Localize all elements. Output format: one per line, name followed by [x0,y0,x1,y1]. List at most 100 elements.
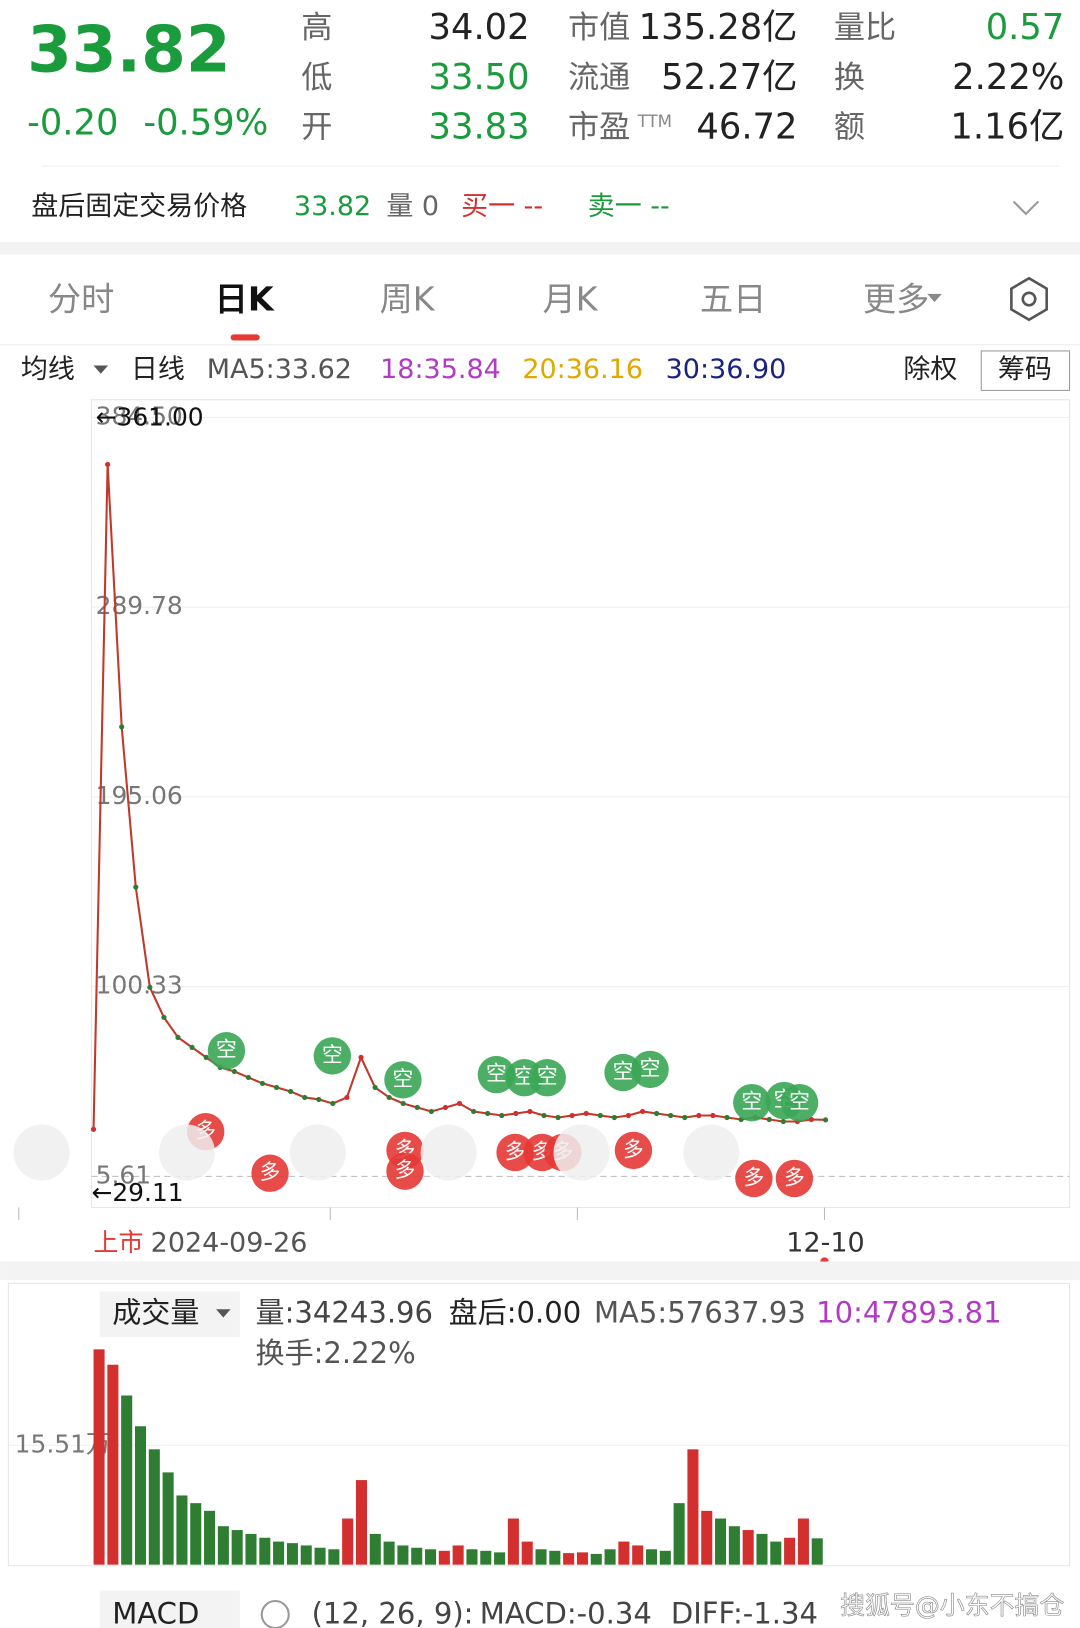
volume-ma5: MA5:57637.93 [594,1295,806,1329]
price-point [822,1117,829,1123]
price-point [302,1094,308,1101]
volume-bar [162,1472,174,1565]
signal-badge [477,1055,516,1094]
volume-bar [355,1480,368,1565]
volume-bar [411,1547,423,1565]
price-point [386,1094,392,1101]
nav-button[interactable] [158,1124,216,1181]
nav-button[interactable] [420,1124,477,1181]
signal-label: 多 [260,1160,281,1184]
tab[interactable]: 月K [543,280,599,319]
x-label: 12-10 [786,1227,864,1258]
volume-menu[interactable]: 成交量 [112,1295,199,1329]
nav-button[interactable] [13,1124,70,1181]
volume-bar [563,1553,575,1565]
tab[interactable]: 分时 [48,280,114,319]
volume-bar [217,1526,229,1565]
stat-value: 33.50 [429,57,530,98]
after-hours-buy: 买一 -- [461,191,543,222]
after-hours-label: 盘后固定交易价格 [31,191,247,222]
macd-menu[interactable]: MACD [112,1597,199,1628]
signal-badge [207,1032,246,1070]
after-hours-price: 33.82 [294,191,371,222]
price-point [414,1104,420,1111]
price-point [682,1114,688,1121]
signal-badge [528,1059,566,1097]
volume-bar [645,1549,658,1565]
separator [0,241,1080,255]
adjust[interactable]: 除权 [903,354,957,385]
price-point [372,1084,378,1091]
volume-bar [452,1545,464,1565]
stat-label: 市值 [568,10,630,46]
separator [0,1261,1080,1281]
y-tick-label: 5.61 [96,1160,151,1189]
price-point [147,984,153,990]
price-point [175,1034,181,1040]
signal-label: 多 [623,1137,644,1161]
tab[interactable]: 周K [380,280,436,319]
volume-bar [397,1545,409,1565]
nav-button[interactable] [289,1124,346,1181]
stat-value: 135.28亿 [639,7,798,48]
x-label: 2024-09-26 [151,1227,308,1258]
after-hours-sell: 卖一 -- [588,191,670,222]
volume-bar [770,1541,782,1565]
tab[interactable]: 五日 [700,280,766,319]
volume-bar [715,1518,727,1565]
ma5: MA5:33.62 [207,354,352,385]
volume-bar [590,1553,602,1565]
signal-label: 空 [216,1038,237,1062]
price-point [513,1110,519,1117]
volume-bar [190,1503,202,1565]
ma-menu[interactable]: 均线 [21,354,75,385]
signal-label: 多 [743,1165,764,1189]
tab[interactable]: 更多 [863,280,929,319]
volume-bar [659,1550,671,1565]
price-point [569,1112,575,1119]
volume-bar [286,1543,298,1565]
volume-bar [134,1426,147,1565]
stat-label: 开 [301,110,332,146]
volume-bar [784,1537,796,1565]
signal-label: 空 [640,1056,661,1080]
signal-badge [775,1159,814,1198]
signal-label: 多 [395,1158,416,1182]
after-hours-volume: 量 0 [386,191,439,222]
help-icon[interactable] [260,1599,290,1628]
price-point [189,1044,195,1050]
stat-value: 2.22% [952,57,1064,98]
volume-bar [494,1552,506,1565]
expand-icon[interactable] [1012,200,1040,216]
settings-icon[interactable] [1010,276,1048,322]
change-pct: -0.59% [143,103,268,144]
volume-bar [687,1449,699,1565]
dropdown-arrow [216,1309,231,1318]
dropdown-arrow [927,293,942,303]
ma18: 18:35.84 [380,354,501,385]
tab[interactable]: 日K [215,280,275,319]
chips-button[interactable] [980,350,1071,391]
nav-button[interactable] [553,1124,610,1181]
ma30: 30:36.90 [666,354,787,385]
watermark: 搜狐号@小东不搞仓 [840,1591,1064,1620]
ttm-label: TTM [637,112,672,131]
price-point [273,1084,280,1091]
stat-value: 46.72 [696,107,797,148]
volume-bar [300,1545,312,1565]
signal-badge [313,1037,352,1075]
diff-value: DIFF:-1.34 [671,1597,818,1628]
nav-button[interactable] [683,1124,740,1181]
price-point [316,1096,322,1103]
stat-label: 高 [301,10,332,46]
signal-label: 空 [789,1090,810,1114]
price-point [456,1100,463,1107]
after-volume: 盘后:0.00 [449,1295,582,1329]
stat-value: 34.02 [429,7,530,48]
chips[interactable]: 筹码 [998,354,1052,385]
volume-bar [576,1552,588,1565]
price-point [766,1116,772,1123]
price-point [555,1114,561,1121]
volume-bar [535,1549,547,1565]
volume-bar [148,1449,160,1565]
